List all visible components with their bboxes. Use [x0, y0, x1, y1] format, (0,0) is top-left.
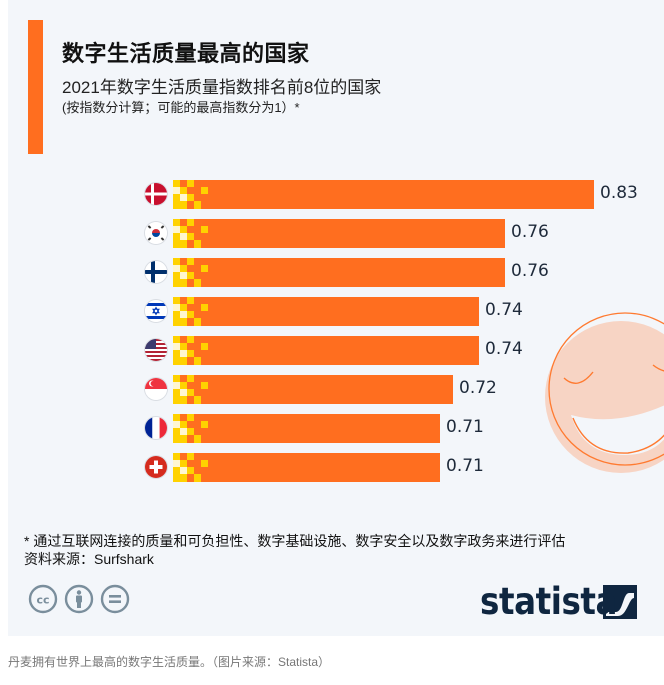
infographic-panel: 数字生活质量最高的国家 2021年数字生活质量指数排名前8位的国家 (按指数分计…	[8, 0, 664, 636]
south-korea-flag-icon	[145, 222, 167, 244]
switzerland-flag-icon	[145, 456, 167, 478]
bar-south-korea	[173, 219, 505, 248]
finland-flag-icon	[145, 261, 167, 283]
value-label: 0.71	[446, 456, 484, 476]
bar-denmark	[173, 180, 594, 209]
value-label: 0.74	[485, 300, 523, 320]
pixel-pattern-icon	[173, 180, 213, 209]
bar-israel	[173, 297, 479, 326]
pixel-pattern-icon	[173, 297, 213, 326]
chart-note: (按指数分计算；可能的最高指数分为1）*	[62, 100, 300, 115]
bar-singapore	[173, 375, 453, 404]
pixel-pattern-icon	[173, 258, 213, 287]
usa-flag-icon	[145, 339, 167, 361]
value-label: 0.76	[511, 222, 549, 242]
smiley-icon	[545, 312, 664, 473]
value-label: 0.83	[600, 183, 638, 203]
footnote-text: * 通过互联网连接的质量和可负担性、数字基础设施、数字安全以及数字政务来进行评估	[24, 533, 566, 549]
footnote: * 通过互联网连接的质量和可负担性、数字基础设施、数字安全以及数字政务来进行评估…	[24, 532, 565, 568]
pixel-pattern-icon	[173, 453, 213, 482]
singapore-flag-icon	[145, 378, 167, 400]
value-label: 0.72	[459, 378, 497, 398]
pixel-pattern-icon	[173, 375, 213, 404]
no-derivatives-icon[interactable]	[100, 584, 130, 614]
cc-icon[interactable]: cc	[28, 584, 58, 614]
bar-finland	[173, 258, 505, 287]
bar-switzerland	[173, 453, 440, 482]
bar-france	[173, 414, 440, 443]
attribution-icon[interactable]	[64, 584, 94, 614]
logo-text: statista	[480, 580, 618, 623]
svg-text:cc: cc	[36, 594, 49, 607]
denmark-flag-icon	[145, 183, 167, 205]
license-icons: cc	[28, 584, 130, 614]
pixel-pattern-icon	[173, 336, 213, 365]
accent-bar	[28, 20, 43, 154]
bar-united-states	[173, 336, 479, 365]
israel-flag-icon	[145, 300, 167, 322]
image-caption: 丹麦拥有世界上最高的数字生活质量。（图片来源：Statista）	[8, 655, 331, 669]
source-text: 资料来源：Surfshark	[24, 551, 154, 567]
statista-logo[interactable]: statista	[480, 580, 637, 623]
statista-mark-icon	[603, 584, 637, 619]
chart-subtitle: 2021年数字生活质量指数排名前8位的国家	[62, 78, 382, 97]
value-label: 0.74	[485, 339, 523, 359]
pixel-pattern-icon	[173, 414, 213, 443]
bar-chart: 0.83 0.76 0.76 0.74 0.74	[8, 0, 664, 520]
value-label: 0.76	[511, 261, 549, 281]
chart-title: 数字生活质量最高的国家	[62, 41, 310, 66]
france-flag-icon	[145, 417, 167, 439]
value-label: 0.71	[446, 417, 484, 437]
pixel-pattern-icon	[173, 219, 213, 248]
